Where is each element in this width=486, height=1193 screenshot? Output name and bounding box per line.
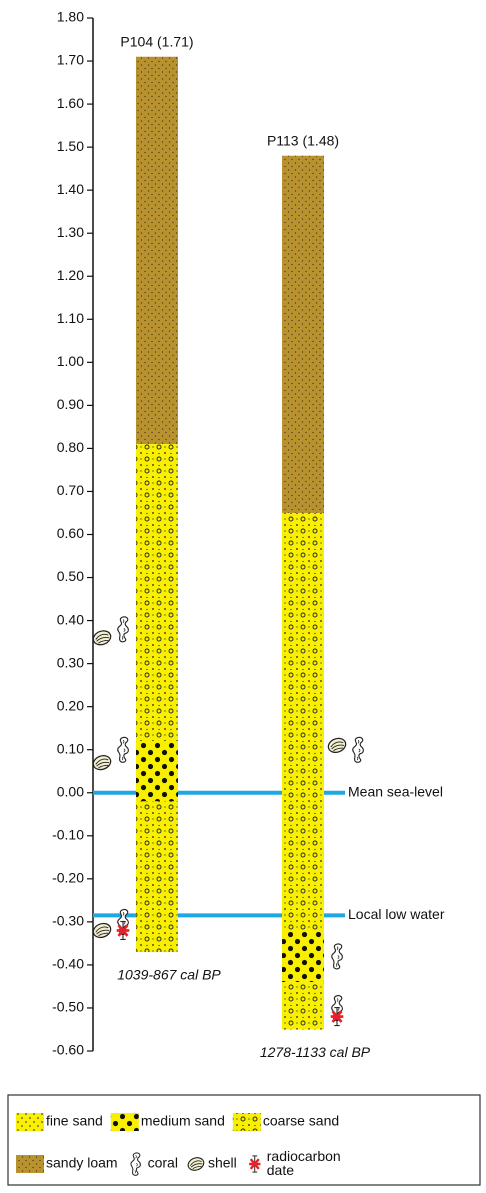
y-tick-label: 0.20 <box>57 697 84 713</box>
legend-label: medium sand <box>141 1113 225 1129</box>
legend-label: coarse sand <box>263 1113 339 1129</box>
symbol-asterisk <box>247 1154 262 1174</box>
y-tick-label: 0.80 <box>57 439 84 455</box>
date-label: 1039-867 cal BP <box>117 967 221 983</box>
column-label: P113 (1.48) <box>267 132 339 148</box>
symbol-coral <box>352 736 364 763</box>
symbol-coral <box>117 736 129 763</box>
legend-swatch <box>16 1155 44 1173</box>
layer <box>282 155 324 513</box>
y-tick-label: -0.10 <box>52 826 84 842</box>
y-tick-label: 0.00 <box>57 783 84 799</box>
symbol-coral <box>117 616 129 643</box>
y-tick-label: 0.10 <box>57 740 84 756</box>
layer <box>136 444 178 742</box>
y-tick-label: -0.40 <box>52 956 84 972</box>
y-tick-label: 1.70 <box>57 52 84 68</box>
legend-label: shell <box>208 1155 237 1171</box>
layer <box>136 56 178 445</box>
layer <box>282 512 324 931</box>
y-tick-label: 1.60 <box>57 95 84 111</box>
legend-label: radiocarbon date <box>267 1148 341 1178</box>
layer <box>136 741 178 802</box>
legend-swatch <box>232 1113 261 1131</box>
legend-label: sandy loam <box>46 1155 118 1171</box>
layer <box>282 930 324 983</box>
y-tick-label: 0.60 <box>57 525 84 541</box>
legend-label: fine sand <box>46 1113 103 1129</box>
y-tick-label: 0.30 <box>57 654 84 670</box>
y-tick-label: 1.20 <box>57 267 84 283</box>
layer <box>282 982 324 1030</box>
symbol-shell <box>185 1155 207 1173</box>
reference-label: Local low water <box>348 906 445 922</box>
symbol-shell <box>90 752 114 773</box>
y-tick-label: 0.70 <box>57 482 84 498</box>
y-tick-label: 1.40 <box>57 181 84 197</box>
legend-label: coral <box>148 1155 178 1171</box>
legend-box <box>7 1094 481 1186</box>
y-tick-label: -0.20 <box>52 870 84 886</box>
date-label: 1278-1133 cal BP <box>260 1044 371 1060</box>
symbol-coral <box>130 1152 141 1176</box>
y-tick-label: 1.00 <box>57 353 84 369</box>
legend-swatch <box>16 1113 44 1131</box>
reference-label: Mean sea-level <box>348 783 443 799</box>
y-tick-label: -0.50 <box>52 999 84 1015</box>
y-tick-label: 1.30 <box>57 224 84 240</box>
symbol-shell <box>90 627 114 648</box>
y-tick-label: 0.50 <box>57 568 84 584</box>
y-tick-label: 1.10 <box>57 310 84 326</box>
layer <box>136 801 178 953</box>
y-tick-label: 0.40 <box>57 611 84 627</box>
legend-swatch <box>110 1113 139 1131</box>
y-tick-label: -0.30 <box>52 913 84 929</box>
y-tick-label: 0.90 <box>57 396 84 412</box>
symbol-shell <box>90 920 114 941</box>
y-tick-label: 1.80 <box>57 9 84 25</box>
column-label: P104 (1.71) <box>120 33 193 49</box>
y-tick-label: 1.50 <box>57 138 84 154</box>
symbol-shell <box>325 735 349 756</box>
y-tick-label: -0.60 <box>52 1042 84 1058</box>
symbol-coral <box>331 943 343 970</box>
